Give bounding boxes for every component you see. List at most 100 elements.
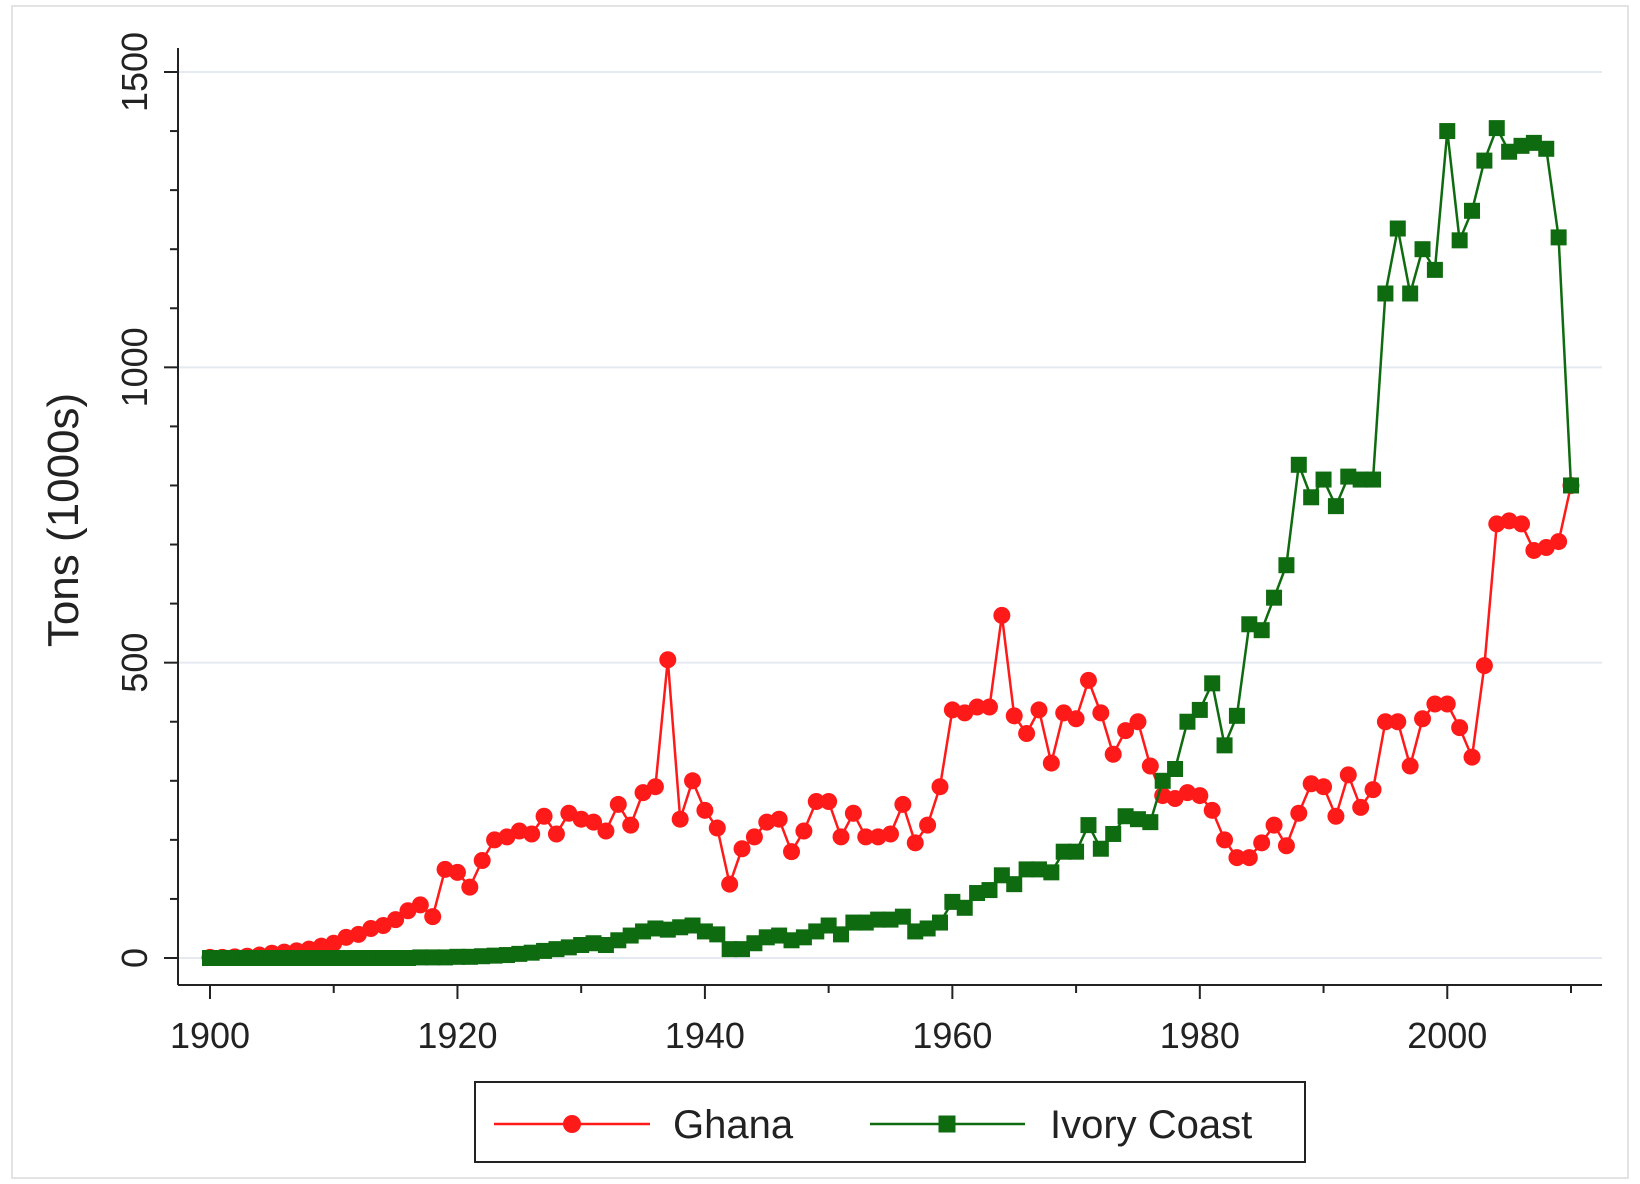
data-point-ivory-coast bbox=[263, 950, 280, 966]
data-point-ivory-coast bbox=[1513, 137, 1530, 154]
data-point-ivory-coast bbox=[251, 950, 268, 966]
data-point-ivory-coast bbox=[696, 923, 713, 940]
data-point-ivory-coast bbox=[498, 947, 515, 964]
data-point-ivory-coast bbox=[1402, 285, 1419, 302]
data-point-ghana bbox=[1240, 849, 1258, 867]
data-point-ivory-coast bbox=[1228, 707, 1245, 724]
data-point-ghana bbox=[1265, 816, 1283, 834]
data-point-ivory-coast bbox=[919, 920, 936, 937]
data-point-ghana bbox=[1092, 704, 1110, 722]
data-point-ghana bbox=[473, 852, 491, 870]
data-point-ivory-coast bbox=[1303, 489, 1320, 506]
data-point-ghana bbox=[1191, 787, 1209, 805]
series-ivory-coast bbox=[202, 120, 1579, 966]
data-point-ghana bbox=[1463, 748, 1481, 766]
data-point-ivory-coast bbox=[1167, 760, 1184, 777]
data-point-ivory-coast bbox=[1154, 772, 1171, 789]
data-point-ivory-coast bbox=[548, 941, 565, 958]
data-point-ghana bbox=[968, 698, 986, 716]
data-point-ivory-coast bbox=[944, 893, 961, 910]
data-point-ivory-coast bbox=[993, 867, 1010, 884]
data-point-ivory-coast bbox=[573, 937, 590, 954]
data-point-ivory-coast bbox=[1365, 471, 1382, 488]
data-point-ghana bbox=[1277, 837, 1295, 855]
data-point-ivory-coast bbox=[1266, 589, 1283, 606]
data-point-ghana bbox=[1104, 745, 1122, 763]
data-point-ghana bbox=[708, 819, 726, 837]
data-point-ivory-coast bbox=[474, 948, 491, 965]
data-point-ghana bbox=[733, 840, 751, 858]
legend: Ghana Ivory Coast bbox=[474, 1081, 1306, 1163]
data-point-ivory-coast bbox=[808, 923, 825, 940]
data-point-ivory-coast bbox=[375, 950, 392, 966]
data-point-ghana bbox=[832, 828, 850, 846]
data-point-ivory-coast bbox=[1055, 843, 1072, 860]
data-point-ghana bbox=[597, 822, 615, 840]
data-point-ivory-coast bbox=[709, 926, 726, 943]
x-axis-ticks: 1900 1920 1940 1960 1980 2000 bbox=[170, 985, 1572, 1056]
data-point-ivory-coast bbox=[1068, 843, 1085, 860]
gridlines bbox=[178, 71, 1602, 959]
data-point-ghana bbox=[547, 825, 565, 843]
data-point-ivory-coast bbox=[325, 950, 342, 966]
data-point-ivory-coast bbox=[820, 917, 837, 934]
data-point-ivory-coast bbox=[1426, 261, 1443, 278]
data-point-ghana bbox=[1079, 671, 1097, 689]
legend-ghana-label: Ghana bbox=[673, 1103, 794, 1147]
data-point-ghana bbox=[1364, 781, 1382, 799]
x-tick-label: 1940 bbox=[665, 1015, 745, 1056]
data-point-ivory-coast bbox=[635, 923, 652, 940]
data-point-ivory-coast bbox=[1092, 840, 1109, 857]
data-point-ghana bbox=[1426, 695, 1444, 713]
data-point-ivory-coast bbox=[202, 950, 218, 966]
data-point-ghana bbox=[1290, 804, 1308, 822]
x-tick-label: 1960 bbox=[912, 1015, 992, 1056]
data-point-ivory-coast bbox=[1290, 456, 1307, 473]
x-tick-label: 1920 bbox=[417, 1015, 497, 1056]
data-point-ghana bbox=[1401, 757, 1419, 775]
data-point-ivory-coast bbox=[981, 882, 998, 899]
data-point-ghana bbox=[783, 843, 801, 861]
data-point-ivory-coast bbox=[449, 948, 466, 965]
data-point-ivory-coast bbox=[1080, 817, 1097, 834]
data-point-ivory-coast bbox=[845, 914, 862, 931]
data-point-ghana bbox=[820, 792, 838, 810]
data-point-ivory-coast bbox=[350, 950, 367, 966]
data-point-ghana bbox=[931, 778, 949, 796]
data-point-ivory-coast bbox=[276, 950, 293, 966]
data-point-ghana bbox=[894, 795, 912, 813]
data-point-ghana bbox=[857, 828, 875, 846]
data-point-ivory-coast bbox=[1030, 861, 1047, 878]
data-point-ivory-coast bbox=[622, 927, 639, 944]
data-point-ghana bbox=[671, 810, 689, 828]
data-point-ivory-coast bbox=[721, 941, 738, 958]
x-tick-label: 1900 bbox=[170, 1015, 250, 1056]
data-point-ivory-coast bbox=[597, 937, 614, 954]
data-point-ghana bbox=[1030, 701, 1048, 719]
data-point-ivory-coast bbox=[1179, 713, 1196, 730]
data-point-ivory-coast bbox=[1352, 471, 1369, 488]
data-point-ivory-coast bbox=[239, 950, 256, 966]
data-series bbox=[201, 120, 1580, 966]
data-point-ghana bbox=[1327, 807, 1345, 825]
data-point-ivory-coast bbox=[523, 944, 540, 961]
legend-ivory-coast-label: Ivory Coast bbox=[1050, 1103, 1252, 1147]
data-point-ivory-coast bbox=[1389, 220, 1406, 237]
data-point-ivory-coast bbox=[746, 935, 763, 952]
data-point-ivory-coast bbox=[1550, 229, 1567, 246]
data-point-ghana bbox=[424, 908, 442, 926]
data-point-ivory-coast bbox=[882, 911, 899, 928]
data-point-ghana bbox=[906, 834, 924, 852]
data-point-ivory-coast bbox=[1563, 477, 1579, 494]
data-point-ghana bbox=[844, 804, 862, 822]
data-point-ivory-coast bbox=[907, 923, 924, 940]
data-point-ghana bbox=[1005, 707, 1023, 725]
data-point-ivory-coast bbox=[1253, 622, 1270, 639]
data-point-ivory-coast bbox=[1464, 202, 1481, 219]
data-point-ivory-coast bbox=[461, 948, 478, 965]
data-point-ivory-coast bbox=[833, 926, 850, 943]
y-axis-title: Tons (1000s) bbox=[39, 393, 88, 647]
data-point-ghana bbox=[919, 816, 937, 834]
y-tick-label: 0 bbox=[114, 948, 155, 968]
